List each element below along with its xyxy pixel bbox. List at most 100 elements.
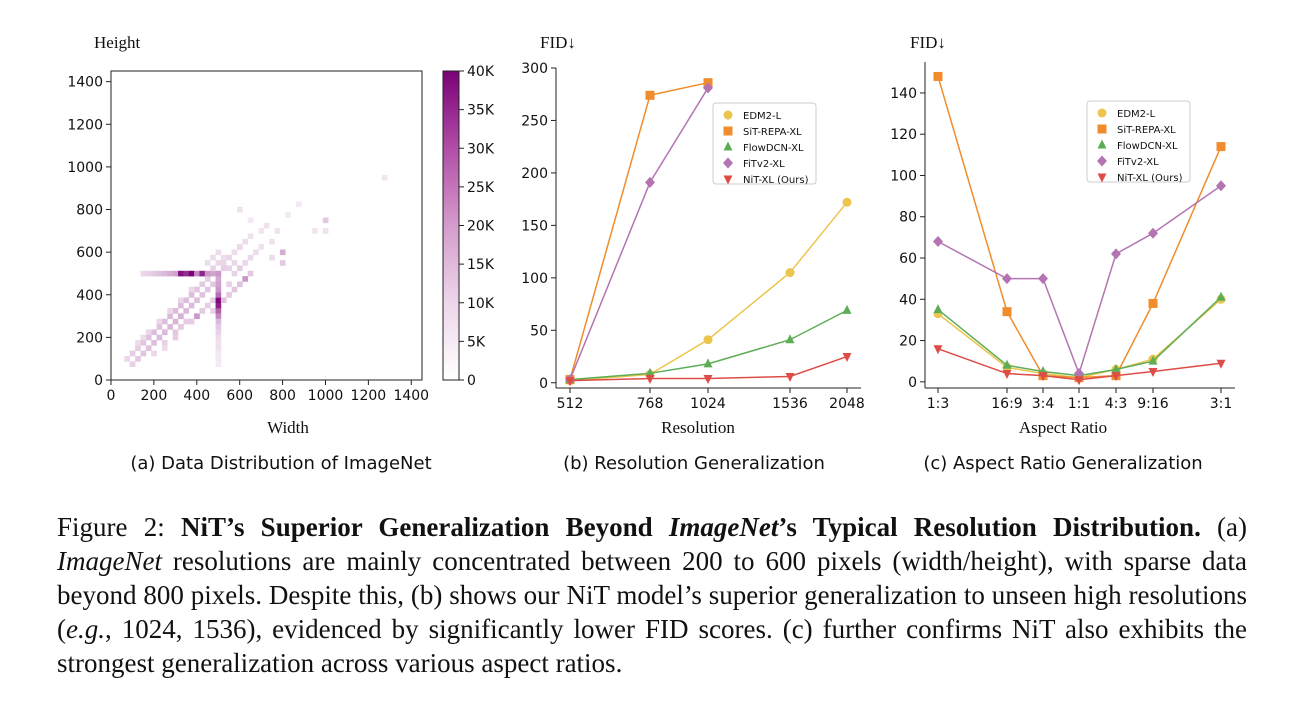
heatmap-cell bbox=[178, 324, 184, 330]
heatmap-cell bbox=[178, 297, 184, 304]
resolution-point bbox=[703, 82, 713, 94]
heatmap-cell bbox=[215, 297, 222, 304]
heatmap-cells bbox=[124, 174, 388, 367]
heatmap-cell bbox=[253, 249, 259, 256]
heatmap-cell bbox=[188, 302, 195, 309]
heatmap-cell bbox=[322, 228, 329, 234]
heatmap-cell bbox=[220, 297, 227, 304]
heatmap-cell bbox=[124, 356, 131, 362]
caption-text-3: , 1024, 1536), evidenced by significantl… bbox=[57, 614, 1247, 678]
figure: Height 0 200 400 600 800 1000 1200 1400 0200400… bbox=[67, 33, 1235, 474]
aspect-legend-label: FiTv2-XL bbox=[1117, 157, 1159, 168]
colorbar-tick-label: 35K bbox=[467, 103, 495, 119]
heatmap-cell bbox=[183, 308, 190, 314]
aspect-point bbox=[933, 304, 943, 314]
heatmap-cell bbox=[210, 265, 216, 272]
resolution-point bbox=[842, 304, 852, 314]
heatmap-y-tick-label: 200 bbox=[76, 330, 103, 346]
aspect-point bbox=[1111, 372, 1121, 382]
aspect-legend-label: NiT-XL (Ours) bbox=[1117, 173, 1183, 184]
resolution-x-tick-label: 768 bbox=[637, 396, 664, 412]
heatmap-cell bbox=[172, 329, 179, 336]
heatmap-cell bbox=[156, 318, 163, 325]
aspect-point bbox=[1148, 298, 1158, 308]
resolution-y-tick-label: 150 bbox=[521, 218, 548, 234]
heatmap-cell bbox=[237, 281, 243, 288]
heatmap-cell bbox=[263, 222, 270, 229]
heatmap-cell bbox=[215, 361, 222, 367]
heatmap-cell bbox=[279, 260, 286, 266]
aspect-legend-label: SiT-REPA-XL bbox=[1117, 125, 1176, 136]
aspect-point bbox=[933, 345, 943, 355]
aspect-point bbox=[1038, 372, 1048, 382]
heatmap-cell bbox=[145, 270, 152, 277]
resolution-point bbox=[703, 375, 713, 385]
heatmap-cell bbox=[204, 302, 211, 309]
heatmap-cell bbox=[269, 254, 275, 261]
aspect-point bbox=[933, 71, 943, 81]
resolution-point bbox=[842, 197, 852, 207]
heatmap-cell bbox=[215, 356, 222, 362]
heatmap-x-tick-label: 200 bbox=[141, 388, 168, 404]
figure-caption: Figure 2: NiT’s Superior Generalization … bbox=[57, 510, 1247, 680]
resolution-plot: 0 50 100 150 200 250 300 512 768 1024 1536 2048 EDM2… bbox=[521, 61, 865, 412]
heatmap-cell bbox=[199, 281, 206, 288]
heatmap-cell bbox=[178, 302, 184, 309]
heatmap-y-tick-label: 1400 bbox=[67, 75, 103, 91]
resolution-point bbox=[703, 358, 713, 368]
heatmap-cell bbox=[161, 270, 168, 277]
heatmap-cell bbox=[215, 286, 222, 293]
resolution-point bbox=[703, 335, 713, 345]
resolution-x-tick-label: 1536 bbox=[772, 396, 808, 412]
resolution-xlabel: Resolution bbox=[661, 418, 735, 437]
heatmap-cell bbox=[151, 340, 157, 346]
colorbar-tick-label: 10K bbox=[467, 296, 495, 312]
heatmap-cell bbox=[231, 260, 238, 266]
heatmap-cell bbox=[220, 254, 227, 261]
colorbar-tick-label: 20K bbox=[467, 219, 495, 235]
aspect-point bbox=[1216, 291, 1226, 301]
aspect-x-tick-label: 4:3 bbox=[1105, 396, 1128, 412]
aspect-y-tick-label: 80 bbox=[899, 210, 917, 226]
heatmap-cell bbox=[178, 270, 184, 277]
heatmap-cell bbox=[247, 217, 254, 224]
heatmap-cell bbox=[295, 201, 302, 208]
heatmap-cell bbox=[204, 286, 211, 293]
heatmap-ylabel: Height bbox=[94, 33, 141, 52]
heatmap-cell bbox=[210, 308, 216, 314]
aspect-y-tick-label: 40 bbox=[899, 292, 917, 308]
caption-title-italic: ImageNet bbox=[668, 512, 779, 542]
heatmap-cell bbox=[156, 324, 163, 330]
aspect-point bbox=[1111, 363, 1121, 373]
resolution-legend-marker bbox=[723, 141, 733, 151]
aspect-y-tick-label: 0 bbox=[908, 375, 917, 391]
heatmap-cell bbox=[226, 254, 232, 261]
heatmap-x-tick-label: 600 bbox=[226, 388, 253, 404]
heatmap-cell bbox=[210, 297, 216, 304]
aspect-point bbox=[1002, 370, 1012, 380]
resolution-point bbox=[842, 353, 852, 363]
heatmap-cell bbox=[381, 174, 388, 181]
heatmap-cell bbox=[226, 265, 232, 272]
resolution-x-tick-label: 1024 bbox=[690, 396, 726, 412]
heatmap-cell bbox=[156, 334, 163, 341]
heatmap-panel: Height 0 200 400 600 800 1000 1200 1400 0 200 400… bbox=[67, 33, 494, 474]
heatmap-cell bbox=[194, 313, 200, 320]
aspect-x-tick-label: 1:3 bbox=[927, 396, 950, 412]
aspect-point bbox=[1216, 359, 1226, 369]
aspect-legend-marker bbox=[1097, 124, 1107, 134]
resolution-y-tick-label: 0 bbox=[539, 376, 548, 392]
subcaption-b: (b) Resolution Generalization bbox=[563, 453, 825, 474]
heatmap-cell bbox=[242, 238, 249, 245]
aspect-legend-marker bbox=[1097, 139, 1107, 149]
resolution-x-tick-label: 512 bbox=[557, 396, 584, 412]
resolution-legend: EDM2-L SiT-REPA-XL FlowDCN-XL FiTv2-XL NiT-X… bbox=[712, 102, 817, 186]
aspect-y-tick-label: 120 bbox=[890, 127, 917, 143]
heatmap-cell bbox=[140, 340, 147, 346]
heatmap-cell bbox=[215, 249, 222, 256]
aspect-legend-label: FlowDCN-XL bbox=[1117, 141, 1178, 152]
resolution-legend-label: FlowDCN-XL bbox=[743, 143, 804, 154]
heatmap-cell bbox=[226, 292, 232, 298]
colorbar-tick-label: 30K bbox=[467, 141, 495, 157]
heatmap-cell bbox=[215, 329, 222, 336]
